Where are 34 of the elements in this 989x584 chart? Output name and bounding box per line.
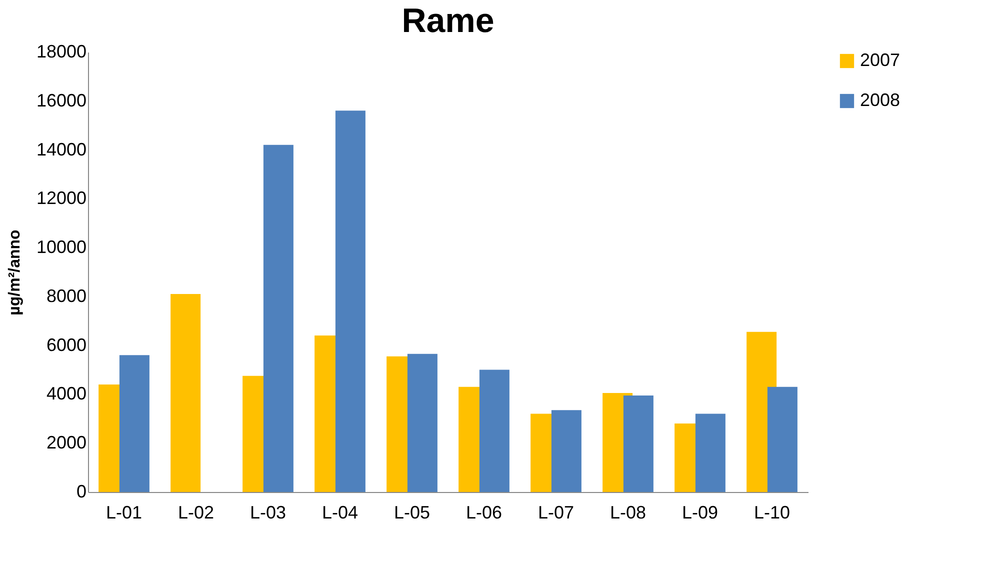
x-tick-label: L-01 [106, 502, 142, 522]
y-tick-label: 0 [76, 482, 86, 502]
bar [767, 386, 798, 492]
y-tick-label: 18000 [36, 42, 86, 62]
x-tick-label: L-08 [610, 502, 646, 522]
bar [695, 414, 726, 492]
bar [479, 370, 510, 492]
y-axis-title: µg/m²/anno [6, 229, 24, 316]
bar [119, 355, 150, 492]
x-tick-label: L-05 [394, 502, 430, 522]
bar [407, 354, 438, 492]
bar [263, 144, 294, 492]
bar [623, 395, 654, 492]
bar [170, 294, 201, 492]
x-tick-label: L-09 [682, 502, 718, 522]
y-tick-label: 6000 [46, 334, 86, 355]
x-tick-label: L-02 [178, 502, 214, 522]
y-tick-label: 2000 [46, 432, 86, 453]
x-tick-label: L-03 [250, 502, 286, 522]
legend-label: 2008 [860, 90, 900, 110]
y-tick-label: 14000 [36, 139, 86, 160]
y-tick-label: 12000 [36, 188, 86, 208]
legend-label: 2007 [860, 50, 900, 70]
bar [551, 410, 582, 492]
y-tick-label: 8000 [46, 286, 86, 306]
x-tick-label: L-10 [754, 502, 790, 522]
bar [335, 110, 366, 492]
x-tick-label: L-04 [322, 502, 358, 522]
x-tick-label: L-07 [538, 502, 574, 522]
x-tick-label: L-06 [466, 502, 502, 522]
y-tick-label: 10000 [36, 237, 86, 258]
chart-title: Rame [402, 2, 494, 40]
y-tick-label: 16000 [36, 90, 86, 110]
y-tick-label: 4000 [46, 384, 86, 404]
